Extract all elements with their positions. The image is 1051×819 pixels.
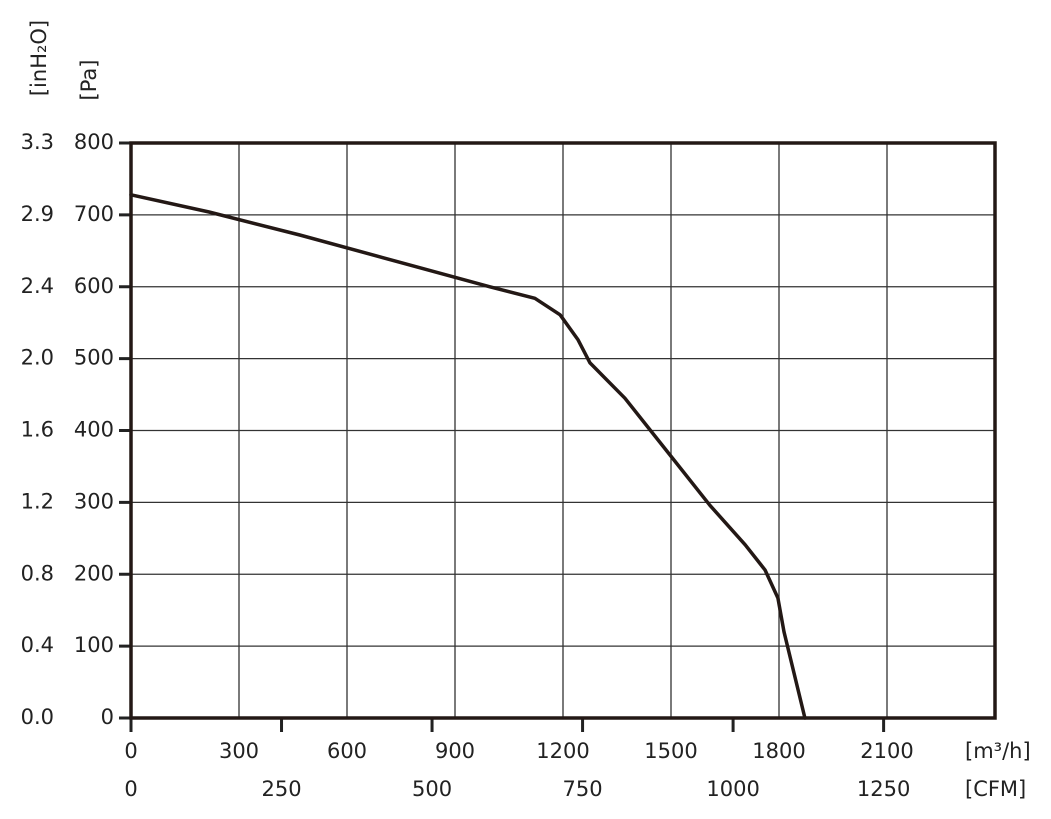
x-tick-label: 2100 bbox=[860, 739, 913, 763]
y2-tick-label: 2.4 bbox=[21, 274, 54, 298]
y-tick-label: 300 bbox=[74, 489, 114, 513]
y-tick-label: 0 bbox=[101, 705, 114, 729]
y2-tick-label: 2.0 bbox=[21, 346, 54, 370]
y2-tick-label: 1.6 bbox=[21, 418, 54, 442]
y-tick-label: 400 bbox=[74, 418, 114, 442]
x-tick-label: 1200 bbox=[536, 739, 589, 763]
x-axis-label: [m³/h] bbox=[965, 739, 1031, 763]
y-tick-label: 600 bbox=[74, 274, 114, 298]
y2-axis-label: [inH₂O] bbox=[27, 20, 51, 96]
y2-tick-label: 1.2 bbox=[21, 489, 54, 513]
x2-tick-label: 1250 bbox=[857, 777, 910, 801]
y-tick-label: 500 bbox=[74, 346, 114, 370]
x-tick-label: 600 bbox=[327, 739, 367, 763]
x2-tick-label: 500 bbox=[412, 777, 452, 801]
y-tick-label: 100 bbox=[74, 633, 114, 657]
x-tick-label: 0 bbox=[124, 739, 137, 763]
y2-tick-label: 3.3 bbox=[21, 130, 54, 154]
y2-tick-label: 0.0 bbox=[21, 705, 54, 729]
x-tick-label: 900 bbox=[435, 739, 475, 763]
y-tick-label: 200 bbox=[74, 561, 114, 585]
x2-tick-label: 1000 bbox=[706, 777, 759, 801]
y-tick-label: 800 bbox=[74, 130, 114, 154]
x2-tick-label: 0 bbox=[124, 777, 137, 801]
x2-tick-label: 250 bbox=[261, 777, 301, 801]
x-tick-label: 1500 bbox=[644, 739, 697, 763]
y2-tick-label: 0.8 bbox=[21, 561, 54, 585]
x2-tick-label: 750 bbox=[563, 777, 603, 801]
x2-axis-label: [CFM] bbox=[965, 777, 1026, 801]
y-tick-label: 700 bbox=[74, 202, 114, 226]
x-tick-label: 300 bbox=[219, 739, 259, 763]
y2-tick-label: 0.4 bbox=[21, 633, 54, 657]
y2-tick-label: 2.9 bbox=[21, 202, 54, 226]
x-tick-label: 1800 bbox=[752, 739, 805, 763]
plot-frame bbox=[129, 141, 997, 720]
y-axis-label: [Pa] bbox=[77, 60, 101, 101]
curve bbox=[129, 193, 807, 720]
